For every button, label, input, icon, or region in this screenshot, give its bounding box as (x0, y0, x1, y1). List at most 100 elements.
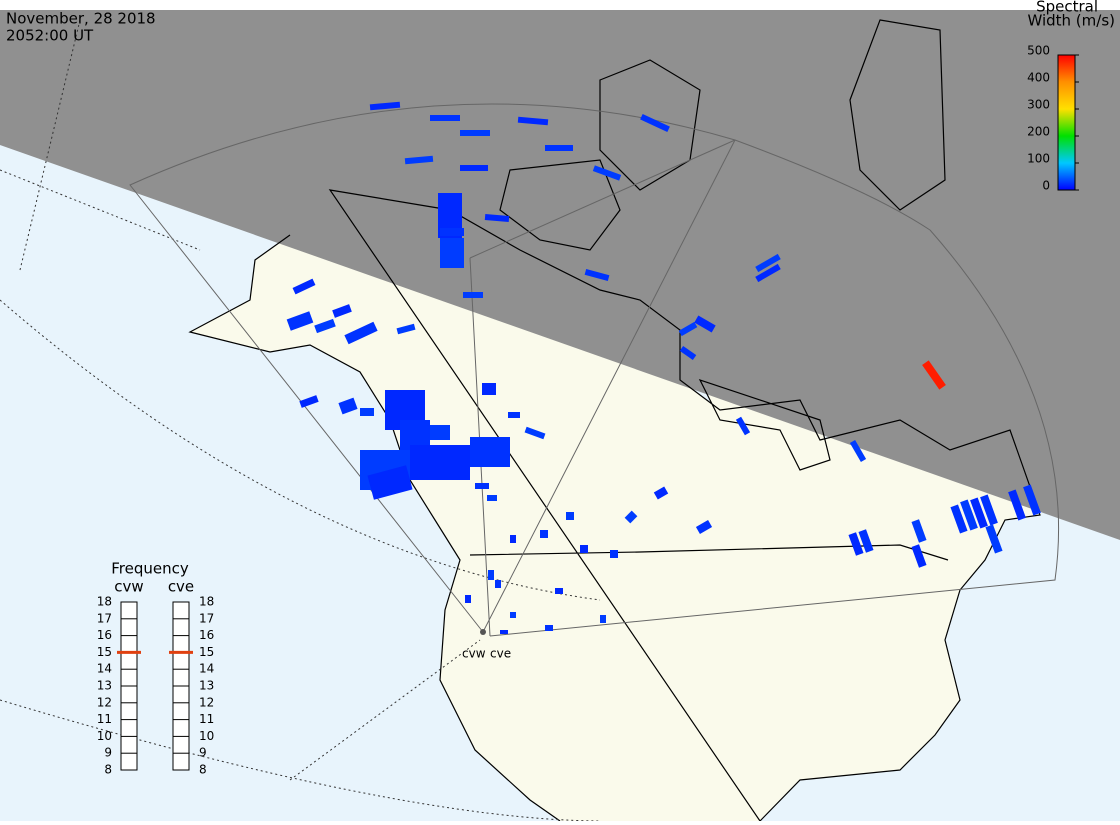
echo (610, 550, 618, 558)
echo (404, 155, 434, 165)
echo (849, 439, 867, 463)
echo (495, 580, 501, 588)
echo (332, 304, 352, 318)
echo (566, 512, 574, 520)
echo (292, 278, 316, 295)
date: November, 28 2018 (6, 10, 156, 28)
echo (470, 437, 510, 467)
colorbar-tick-label: 100 (1027, 152, 1050, 166)
frequency-title: Frequency (111, 560, 189, 578)
echo (922, 360, 946, 390)
frequency-tick-label: 15 (199, 645, 214, 659)
echo (592, 165, 622, 181)
colorbar-tick-label: 400 (1027, 71, 1050, 85)
frequency-tick-label: 12 (199, 695, 214, 709)
echo (980, 494, 998, 526)
frequency-tick-label: 17 (199, 611, 214, 625)
echo (600, 615, 606, 623)
echo (517, 116, 549, 126)
frequency-tick-label: 8 (104, 763, 112, 777)
echo (487, 495, 497, 501)
echo (338, 397, 358, 415)
land (190, 190, 1040, 821)
echoes (286, 101, 1041, 634)
site-label: cvw (462, 647, 486, 661)
graticule (0, 19, 601, 822)
echo (482, 383, 496, 395)
echo (545, 625, 553, 631)
echo (440, 228, 464, 236)
frequency-tick-label: 10 (97, 729, 112, 743)
frequency-tick-label: 17 (97, 611, 112, 625)
radar-name: cve (168, 578, 194, 596)
echo (460, 165, 488, 171)
frequency-tick-label: 11 (199, 712, 214, 726)
echo (624, 510, 638, 524)
echo (580, 545, 588, 553)
echo (1008, 489, 1026, 521)
frequency-tick-label: 16 (199, 628, 214, 642)
echo (510, 612, 516, 618)
frequency-tick-label: 14 (199, 662, 214, 676)
echo (970, 497, 988, 529)
echo (911, 519, 927, 543)
colorbar-tick-label: 500 (1027, 44, 1050, 58)
colorbar-title: Width (m/s) (1027, 12, 1115, 30)
frequency-tick-label: 8 (199, 763, 207, 777)
echo (1023, 484, 1041, 516)
frequency-tick-label: 10 (199, 729, 214, 743)
frequency-tick-label: 13 (199, 679, 214, 693)
echo (985, 524, 1003, 554)
colorbar-tick-label: 0 (1042, 179, 1050, 193)
frequency-tick-label: 18 (199, 595, 214, 609)
radar-name: cvw (114, 578, 143, 596)
frequency-tick-label: 9 (104, 746, 112, 760)
echo (755, 253, 781, 273)
night-region (0, 10, 1120, 540)
echo (960, 499, 978, 531)
echo (510, 535, 516, 543)
echo (360, 408, 374, 416)
time: 2052:00 UT (6, 27, 94, 45)
colorbar (1057, 54, 1076, 191)
echo (911, 544, 927, 568)
echo (755, 263, 781, 283)
echo (369, 101, 401, 111)
echo (545, 145, 573, 151)
echo (678, 321, 698, 337)
echo (396, 323, 416, 335)
echo (344, 321, 378, 345)
echo (460, 130, 490, 136)
frequency-tick-label: 13 (97, 679, 112, 693)
radar-site (480, 629, 486, 635)
echo (314, 318, 336, 334)
echo (463, 292, 483, 298)
colorbar-tick-label: 200 (1027, 125, 1050, 139)
site-label: cve (490, 647, 511, 661)
frequency-tick-label: 12 (97, 695, 112, 709)
echo (430, 115, 460, 121)
echo (555, 588, 563, 594)
colorbar-tick-label: 300 (1027, 98, 1050, 112)
echo (367, 465, 413, 500)
colorbar-title: Spectral (1036, 0, 1098, 16)
echo (430, 425, 450, 440)
echo (484, 213, 510, 223)
echo (286, 311, 314, 331)
echo (695, 520, 713, 534)
echo (500, 630, 508, 634)
echo (640, 113, 670, 133)
frequency-tick-label: 14 (97, 662, 112, 676)
echo (508, 412, 520, 418)
frequency-tick-label: 9 (199, 746, 207, 760)
echo (299, 395, 319, 408)
echo (950, 504, 968, 534)
echo (848, 532, 864, 556)
echo (440, 238, 464, 268)
frequency-tick-label: 18 (97, 595, 112, 609)
echo (679, 345, 697, 361)
echo (488, 570, 494, 580)
frequency-tick-label: 16 (97, 628, 112, 642)
